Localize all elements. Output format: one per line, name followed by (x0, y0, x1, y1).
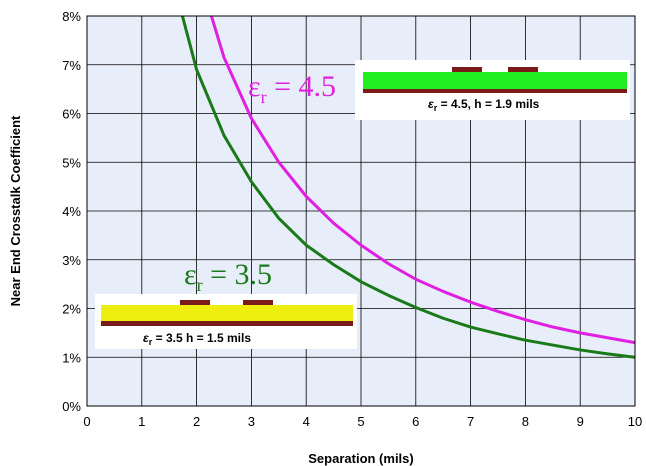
inset-er-4.5-trace-right (508, 67, 538, 72)
inset-er-3.5-caption-symbol: ε (143, 331, 149, 345)
plot-border (86, 15, 636, 407)
inset-er-3.5-ground-plane (101, 321, 353, 326)
x-tick-label: 10 (628, 414, 642, 429)
annotation-er-3.5-sub: r (197, 275, 203, 295)
y-tick-label: 0% (62, 399, 81, 414)
series-line-er-4.5 (209, 16, 635, 345)
series-line-er-3.5 (180, 16, 635, 359)
y-tick-labels: 0% 1% 2% 3% 4% 5% 6% 7% 8% (62, 9, 81, 414)
inset-er-3.5-trace-right (243, 300, 273, 305)
y-axis-title: Near End Crosstalk Coefficient (8, 115, 23, 306)
x-tick-label: 0 (83, 414, 90, 429)
y-tick-label: 3% (62, 253, 81, 268)
y-tick-label: 4% (62, 204, 81, 219)
x-tick-label: 1 (138, 414, 145, 429)
annotation-er-4.5-text: = 4.5 (267, 70, 336, 103)
annotation-er-3.5-text: = 3.5 (203, 258, 272, 291)
annotation-er-3.5: εr = 3.5 (184, 258, 272, 295)
x-tick-label: 4 (303, 414, 310, 429)
y-tick-label: 6% (62, 107, 81, 122)
y-tick-label: 5% (62, 155, 81, 170)
inset-er-3.5: εr = 3.5 h = 1.5 mils (95, 294, 357, 349)
series-lines (180, 16, 635, 359)
inset-er-4.5-caption-symbol: ε (428, 97, 434, 111)
inset-er-3.5-dielectric (101, 305, 353, 322)
x-tick-label: 6 (412, 414, 419, 429)
inset-er-3.5-caption-text: = 3.5 h = 1.5 mils (152, 331, 251, 345)
y-tick-label: 2% (62, 302, 81, 317)
x-tick-label: 3 (248, 414, 255, 429)
inset-er-3.5-caption: εr = 3.5 h = 1.5 mils (143, 331, 251, 347)
x-axis-title: Separation (mils) (308, 451, 413, 466)
y-tick-label: 1% (62, 350, 81, 365)
annotation-er-4.5: εr = 4.5 (248, 70, 336, 107)
x-tick-label: 9 (577, 414, 584, 429)
x-tick-label: 5 (357, 414, 364, 429)
x-tick-label: 8 (522, 414, 529, 429)
annotation-er-4.5-symbol: ε (248, 70, 261, 103)
x-tick-label: 7 (467, 414, 474, 429)
inset-er-3.5-caption-sub: r (149, 337, 153, 347)
y-tick-label: 7% (62, 58, 81, 73)
inset-er-4.5-trace-left (452, 67, 482, 72)
x-tick-label: 2 (193, 414, 200, 429)
x-tick-labels: 0 1 2 3 4 5 6 7 8 9 10 (83, 414, 642, 429)
inset-er-4.5-caption-text: = 4.5, h = 1.9 mils (437, 97, 539, 111)
annotation-er-3.5-symbol: ε (184, 258, 197, 291)
inset-er-4.5-ground-plane (363, 89, 627, 93)
inset-er-4.5-dielectric (363, 72, 627, 90)
inset-er-3.5-trace-left (180, 300, 210, 305)
inset-er-4.5-caption-sub: r (434, 103, 438, 113)
inset-er-4.5: εr = 4.5, h = 1.9 mils (355, 60, 630, 120)
annotation-er-4.5-sub: r (261, 87, 267, 107)
y-tick-label: 8% (62, 9, 81, 24)
inset-er-4.5-caption: εr = 4.5, h = 1.9 mils (428, 97, 540, 113)
